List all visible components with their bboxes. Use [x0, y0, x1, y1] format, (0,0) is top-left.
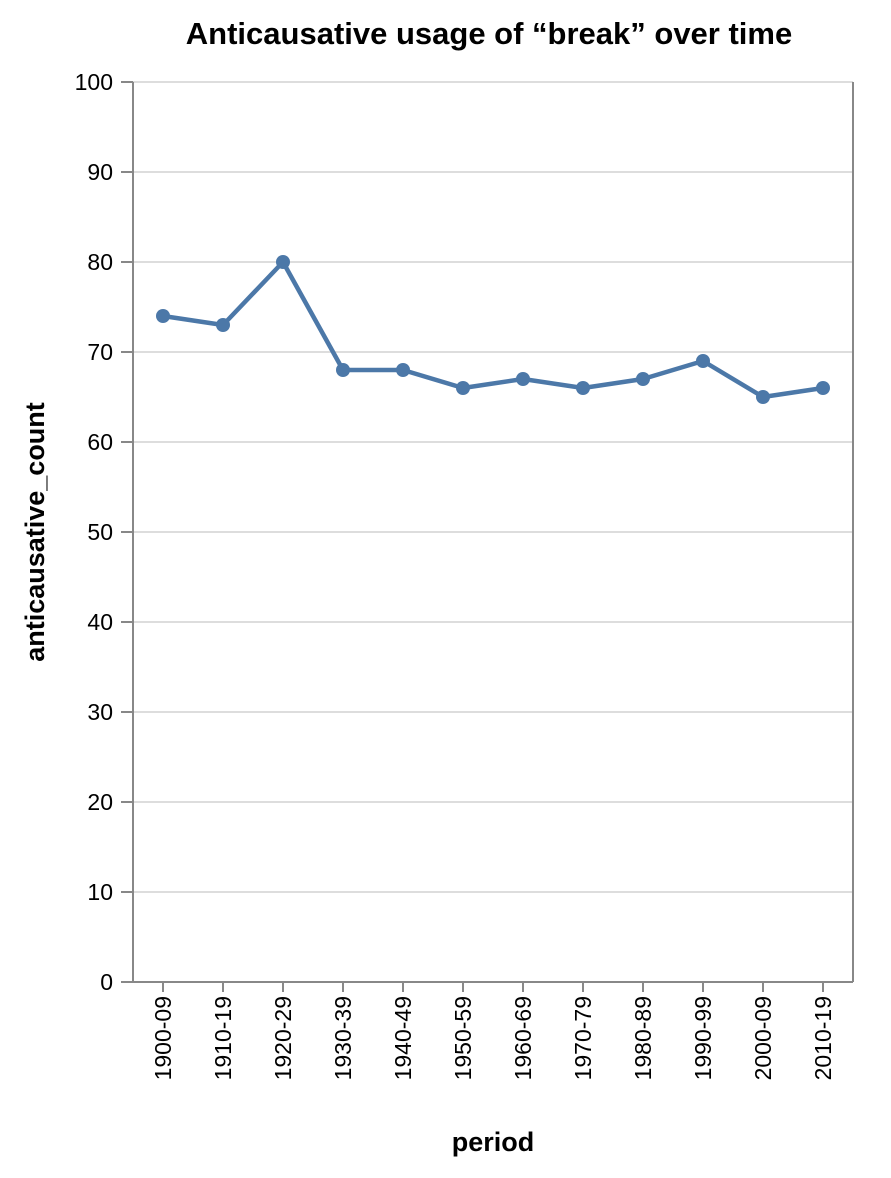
data-point [216, 318, 230, 332]
y-tick-label: 50 [87, 519, 113, 545]
y-tick-label: 70 [87, 339, 113, 365]
y-tick-label: 80 [87, 249, 113, 275]
data-point [576, 381, 590, 395]
y-tick-label: 10 [87, 879, 113, 905]
y-axis-title: anticausative_count [20, 402, 50, 662]
y-tick-label: 20 [87, 789, 113, 815]
y-tick-label: 30 [87, 699, 113, 725]
x-axis-ticks: 1900-09 1910-19 1920-29 1930-39 1940-49 1950-… [150, 982, 836, 1080]
data-point [456, 381, 470, 395]
x-tick-label: 1920-29 [270, 996, 296, 1080]
data-point [516, 372, 530, 386]
chart-title: Anticausative usage of “break” over time [186, 16, 792, 51]
y-tick-label: 100 [75, 69, 113, 95]
x-tick-label: 1940-49 [390, 996, 416, 1080]
grid-lines [133, 81, 853, 893]
x-tick-label: 2010-19 [810, 996, 836, 1080]
x-tick-label: 1900-09 [150, 996, 176, 1080]
x-tick-label: 1980-89 [630, 996, 656, 1080]
data-point [636, 372, 650, 386]
data-point [396, 363, 410, 377]
x-tick-label: 1930-39 [330, 996, 356, 1080]
data-point [336, 363, 350, 377]
x-tick-label: 2000-09 [750, 996, 776, 1080]
data-point [276, 255, 290, 269]
x-axis-title: period [452, 1127, 535, 1157]
x-tick-label: 1970-79 [570, 996, 596, 1080]
data-point [756, 390, 770, 404]
series-line [160, 259, 826, 400]
x-tick-label: 1960-69 [510, 996, 536, 1080]
x-tick-label: 1990-99 [690, 996, 716, 1080]
data-series [156, 255, 830, 404]
data-point [696, 354, 710, 368]
y-axis-ticks: 0 10 20 30 40 50 60 70 80 90 100 [75, 69, 133, 995]
y-tick-label: 60 [87, 429, 113, 455]
data-point [156, 309, 170, 323]
y-tick-label: 40 [87, 609, 113, 635]
x-tick-label: 1910-19 [210, 996, 236, 1080]
y-tick-label: 0 [100, 969, 113, 995]
x-tick-label: 1950-59 [450, 996, 476, 1080]
data-point [816, 381, 830, 395]
y-tick-label: 90 [87, 159, 113, 185]
